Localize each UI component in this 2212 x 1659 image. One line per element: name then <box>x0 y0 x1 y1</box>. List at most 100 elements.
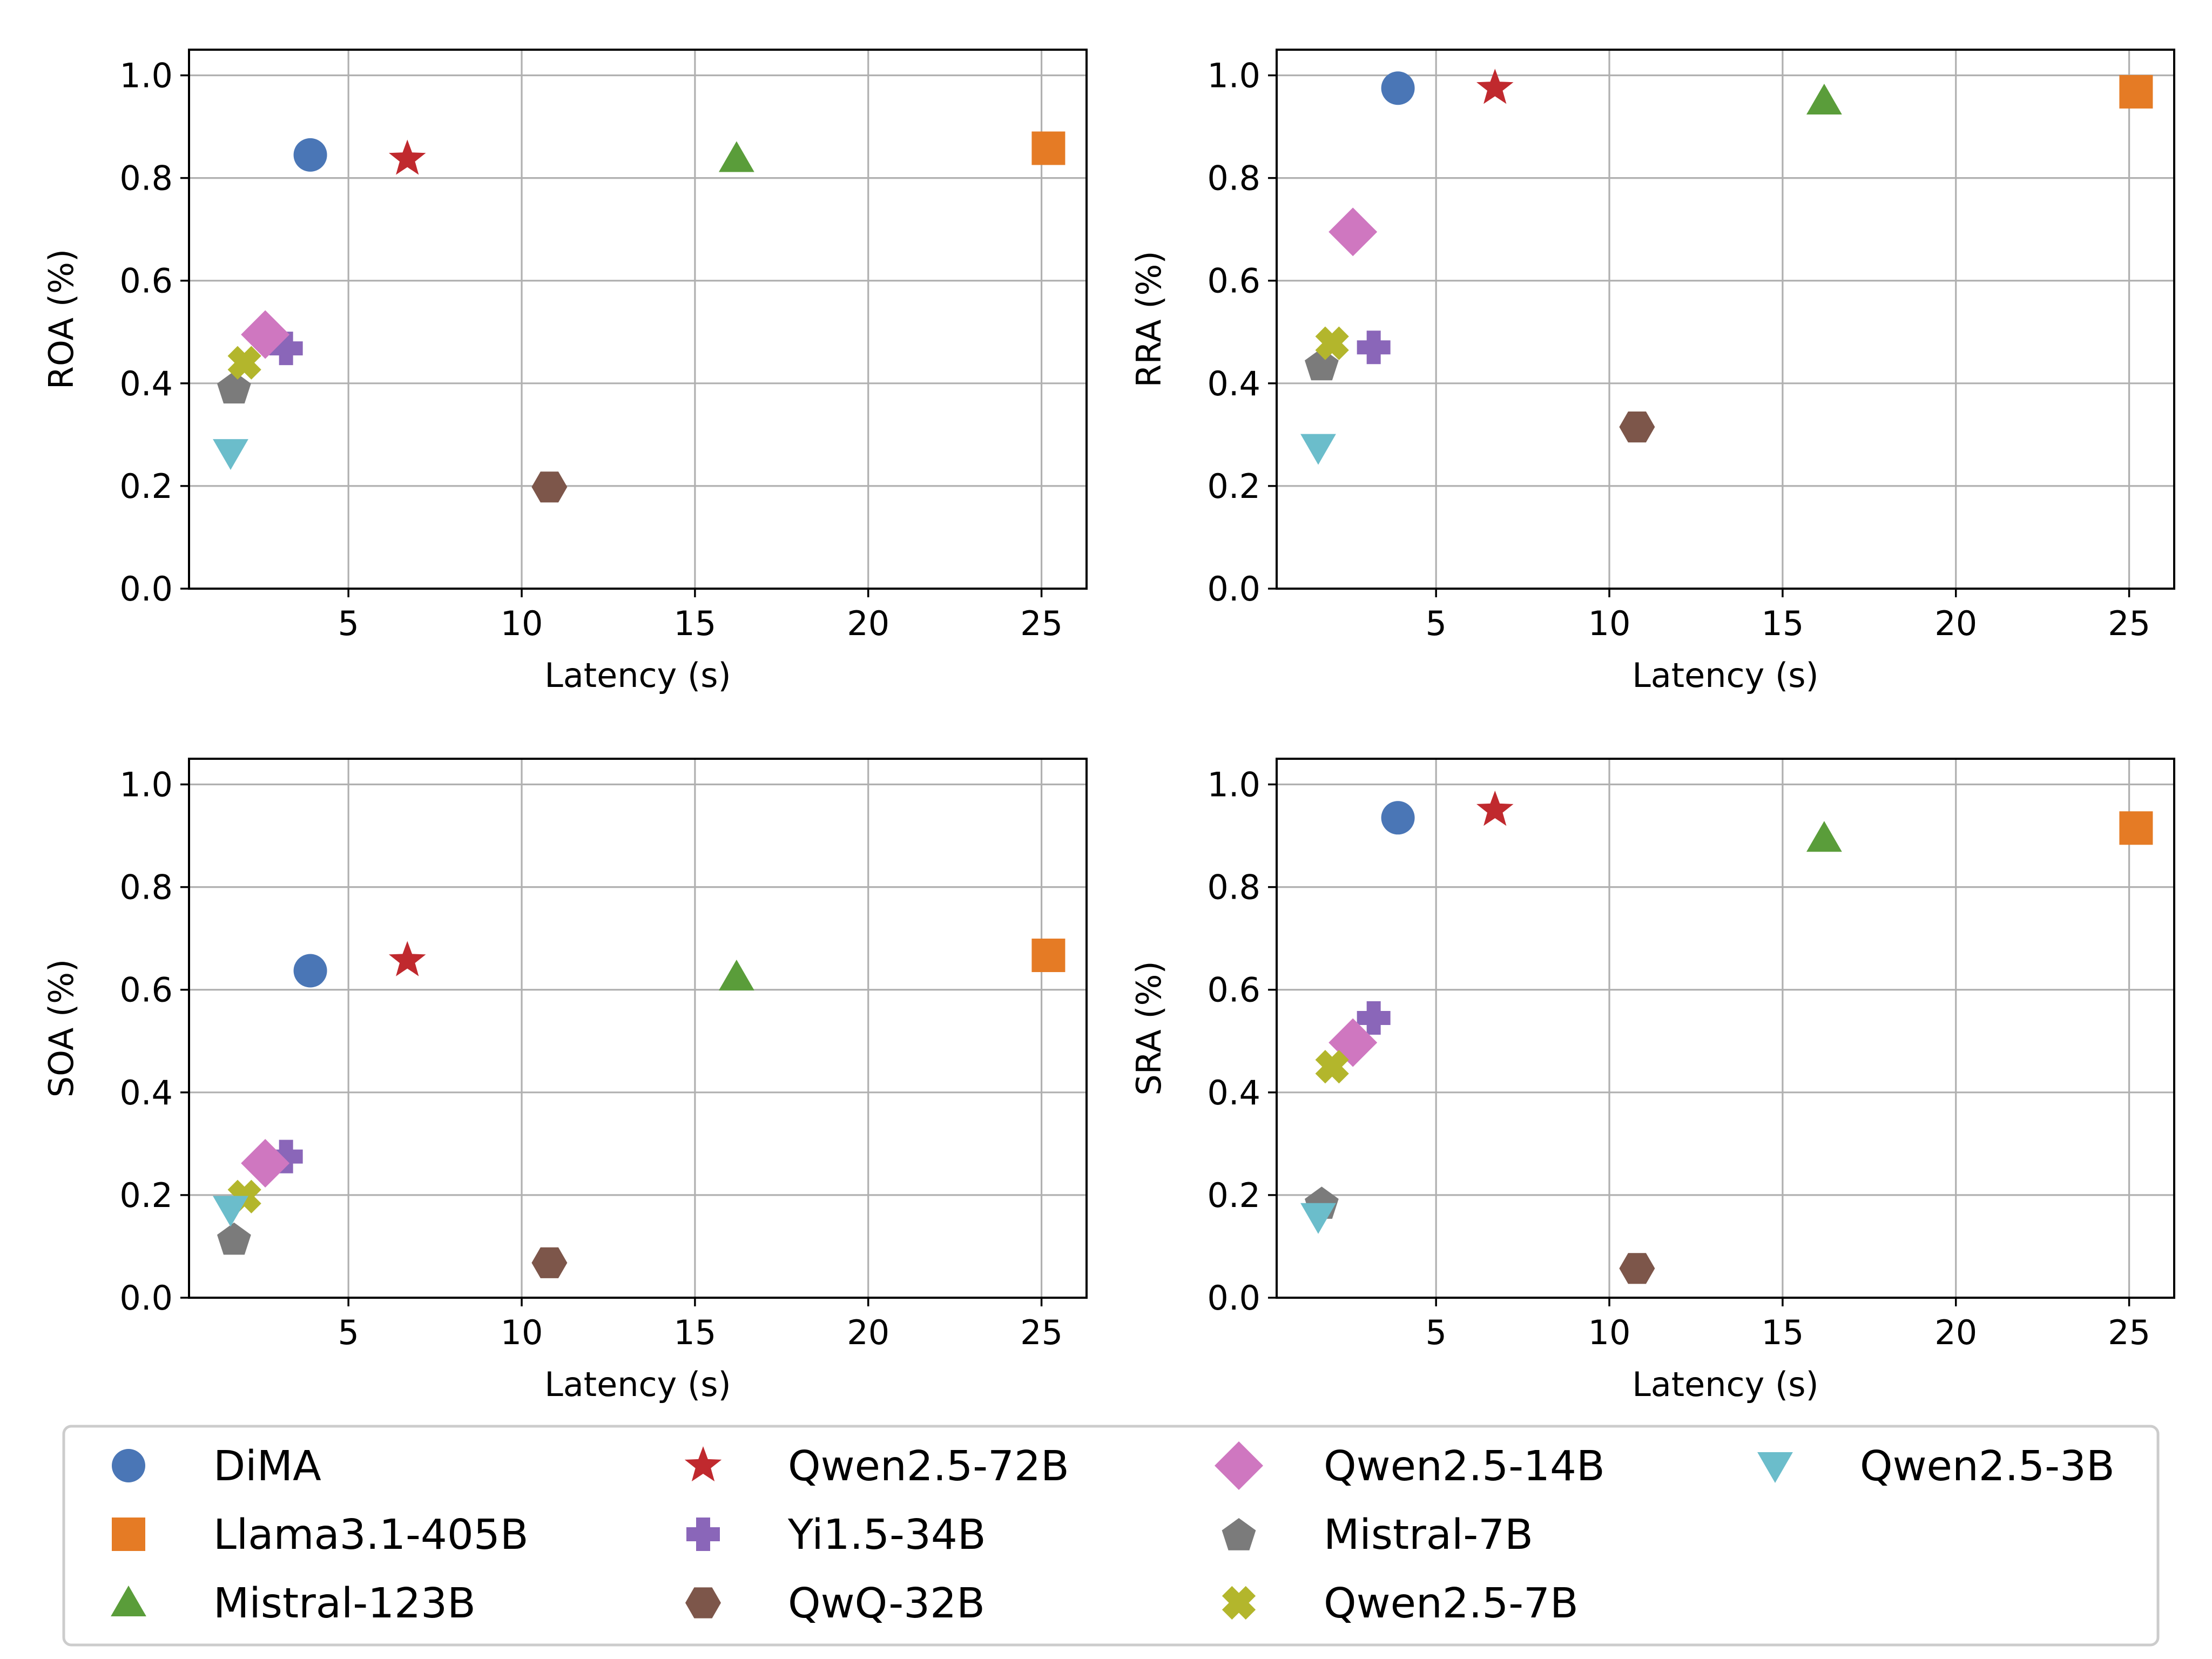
x-tick-label: 15 <box>673 604 716 643</box>
legend-label: Yi1.5-34B <box>787 1511 986 1559</box>
point-Mistral-7B <box>1305 348 1339 381</box>
legend-label: Qwen2.5-14B <box>1324 1442 1605 1491</box>
y-tick-label: 0.8 <box>1207 159 1260 198</box>
x-tick-label: 20 <box>1934 604 1977 643</box>
legend-marker <box>112 1449 145 1482</box>
y-tick-label: 0.6 <box>119 261 173 301</box>
point-Yi1.5-34B <box>1357 331 1391 365</box>
point-Yi1.5-34B <box>269 1139 303 1174</box>
x-tick-label: 10 <box>501 604 543 643</box>
x-axis-label: Latency (s) <box>1632 1365 1818 1404</box>
point-Mistral-123B <box>719 141 754 172</box>
point-DiMA <box>1381 71 1415 105</box>
x-tick-label: 15 <box>1761 604 1804 643</box>
x-tick-label: 5 <box>1425 604 1446 643</box>
legend-frame <box>62 1425 2160 1647</box>
legend-item: Llama3.1-405B <box>112 1511 529 1559</box>
panel-soa: 5 10 15 20 25 0.0 0.2 0.4 0.6 0.8 1.0 Latency (s) SO… <box>42 758 1088 1404</box>
y-tick-label: 0.0 <box>119 1278 173 1318</box>
point-Qwen2.5-7B <box>227 346 261 380</box>
point-Qwen2.5-72B <box>1476 69 1514 104</box>
legend-marker <box>1757 1452 1793 1483</box>
y-tick-label: 0.4 <box>1207 1073 1260 1112</box>
point-Mistral-7B <box>217 371 251 404</box>
point-Mistral-123B <box>1806 821 1842 852</box>
point-Qwen2.5-72B <box>1476 791 1514 826</box>
y-tick-label: 1.0 <box>119 56 173 96</box>
x-tick-label: 25 <box>2108 604 2150 643</box>
legend-label: Mistral-7B <box>1324 1511 1533 1559</box>
data-points <box>1300 791 2153 1284</box>
point-Mistral-123B <box>1806 84 1842 114</box>
x-tick-label: 15 <box>1761 1313 1804 1352</box>
x-tick-label: 5 <box>338 604 359 643</box>
point-Qwen2.5-72B <box>389 941 426 976</box>
legend-item: Qwen2.5-72B <box>684 1442 1069 1491</box>
point-Qwen2.5-3B <box>1300 434 1336 465</box>
point-Qwen2.5-3B <box>213 439 248 470</box>
y-tick-label: 0.0 <box>1207 1278 1260 1318</box>
grid <box>189 50 1087 590</box>
x-tick-label: 15 <box>673 1313 716 1352</box>
x-tick-label: 25 <box>1020 604 1063 643</box>
y-axis-label: RRA (%) <box>1129 251 1169 387</box>
point-QwQ-32B <box>531 1247 568 1278</box>
y-axis-label: SOA (%) <box>42 959 81 1097</box>
x-tick-label: 10 <box>501 1313 543 1352</box>
y-tick-label: 1.0 <box>1207 765 1260 805</box>
x-axis-label: Latency (s) <box>1632 656 1818 695</box>
data-points <box>1300 69 2153 465</box>
point-Llama3.1-405B <box>2119 75 2153 109</box>
y-tick-label: 0.8 <box>119 868 173 907</box>
point-Qwen2.5-14B <box>241 310 290 359</box>
plot-frame <box>1276 49 2175 590</box>
y-tick-label: 0.2 <box>1207 467 1260 506</box>
legend-label: QwQ-32B <box>788 1580 985 1628</box>
legend-marker <box>685 1587 721 1618</box>
grid <box>189 759 1087 1299</box>
y-tick-label: 0.6 <box>1207 970 1260 1010</box>
legend-item: Yi1.5-34B <box>686 1511 986 1559</box>
legend-label: Llama3.1-405B <box>213 1511 529 1559</box>
point-Yi1.5-34B <box>269 332 303 366</box>
y-tick-label: 0.8 <box>1207 868 1260 907</box>
y-tick-label: 0.8 <box>119 159 173 198</box>
point-Qwen2.5-3B <box>1300 1203 1336 1234</box>
y-axis-label: ROA (%) <box>42 249 81 389</box>
x-tick-label: 10 <box>1588 1313 1631 1352</box>
x-axis-label: Latency (s) <box>544 656 731 695</box>
data-points <box>213 131 1065 503</box>
y-tick-label: 1.0 <box>1207 56 1260 96</box>
legend-label: Qwen2.5-7B <box>1324 1580 1579 1628</box>
point-QwQ-32B <box>1619 412 1655 443</box>
legend-item: Qwen2.5-7B <box>1222 1580 1579 1628</box>
legend-item: DiMA <box>112 1442 321 1491</box>
legend-marker <box>1222 1586 1256 1620</box>
legend-marker <box>1215 1441 1263 1490</box>
y-tick-label: 0.4 <box>119 1073 173 1112</box>
y-tick-label: 0.0 <box>1207 569 1260 609</box>
point-DiMA <box>1381 801 1415 835</box>
legend-label: DiMA <box>213 1442 321 1491</box>
x-tick-label: 25 <box>1020 1313 1063 1352</box>
x-tick-label: 25 <box>2108 1313 2150 1352</box>
x-tick-label: 10 <box>1588 604 1631 643</box>
point-Llama3.1-405B <box>1031 939 1065 973</box>
y-tick-label: 0.6 <box>1207 261 1260 301</box>
x-tick-label: 5 <box>338 1313 359 1352</box>
plot-frame <box>1276 758 2175 1299</box>
legend-label: Qwen2.5-72B <box>788 1442 1069 1491</box>
x-tick-label: 20 <box>1934 1313 1977 1352</box>
x-axis-label: Latency (s) <box>544 1365 731 1404</box>
legend-label: Qwen2.5-3B <box>1860 1442 2115 1491</box>
legend-item: Qwen2.5-3B <box>1757 1442 2115 1491</box>
point-QwQ-32B <box>531 471 568 503</box>
legend-label: Mistral-123B <box>213 1580 476 1628</box>
legend-item: Mistral-123B <box>111 1580 476 1628</box>
legend-item: Qwen2.5-14B <box>1215 1441 1605 1491</box>
grid <box>1277 50 2174 590</box>
y-tick-label: 0.2 <box>119 467 173 506</box>
legend-marker <box>684 1446 722 1482</box>
y-tick-label: 0.6 <box>119 970 173 1010</box>
